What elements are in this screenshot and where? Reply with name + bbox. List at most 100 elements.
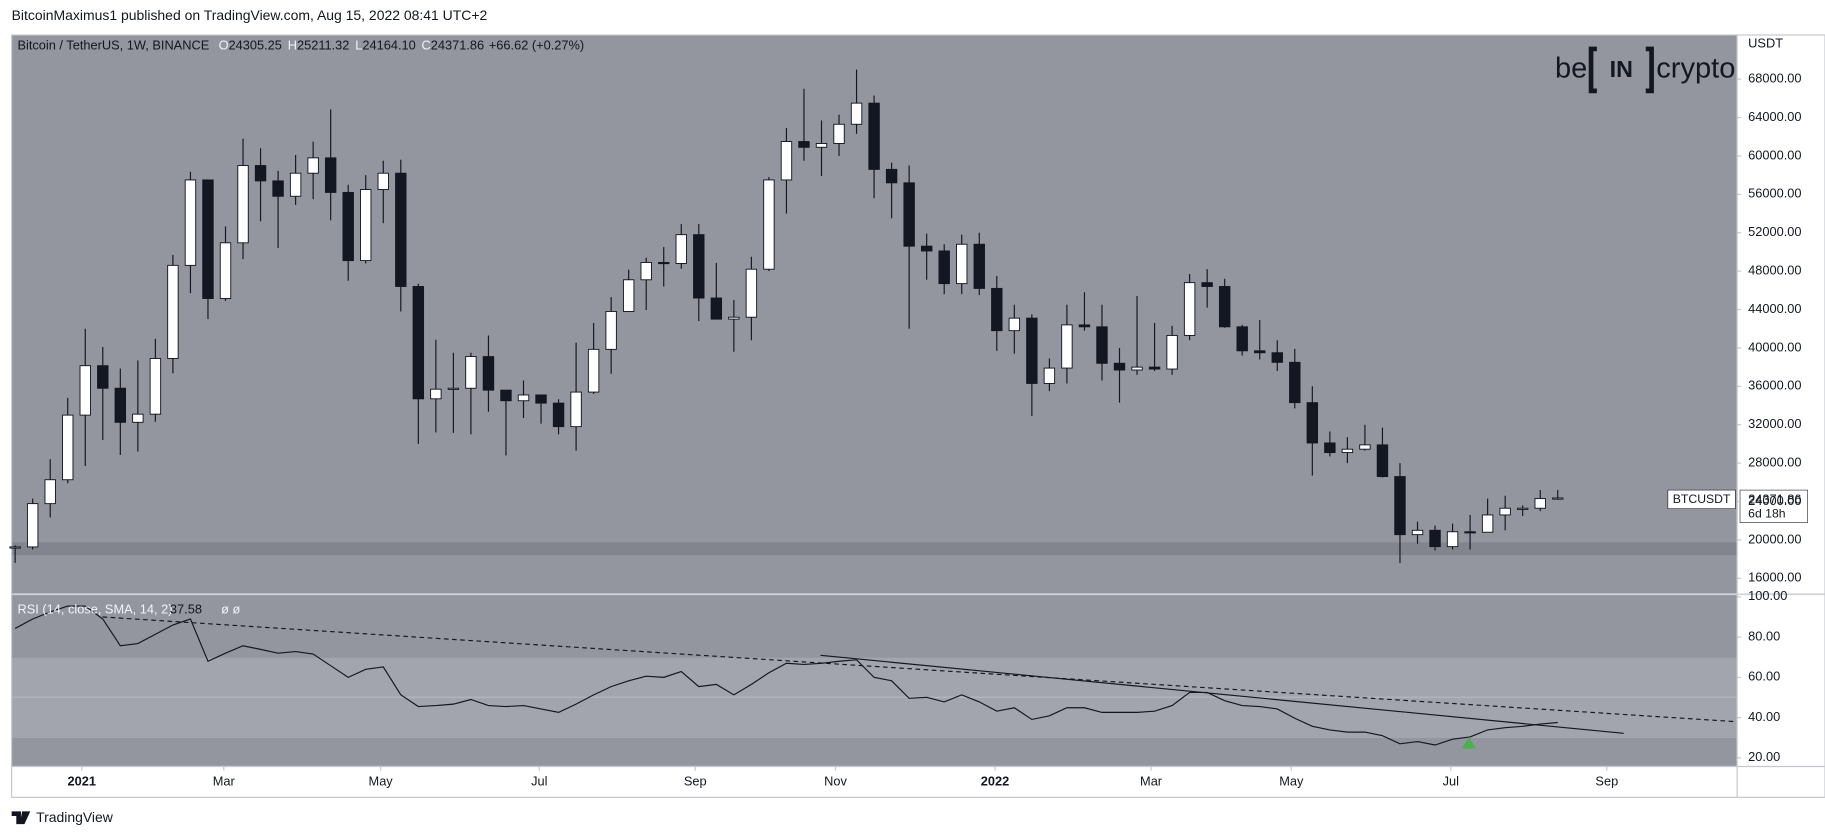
y-tick-label: 56000.00	[1748, 186, 1801, 201]
rsi-na: ø ø	[221, 601, 240, 616]
x-tick-label: Jul	[531, 774, 547, 789]
candle-body	[1148, 366, 1161, 370]
candle-body	[342, 191, 354, 262]
candle-body	[1043, 367, 1056, 384]
y-tick-label: 20000.00	[1748, 531, 1801, 546]
candle-body	[1131, 366, 1143, 371]
logo-bracket	[1588, 46, 1654, 94]
y-tick-label: 32000.00	[1748, 416, 1801, 431]
logo-left: be	[1555, 53, 1587, 85]
legend-label: H	[288, 38, 297, 53]
candle-body	[1552, 497, 1564, 500]
candle-body	[465, 356, 477, 389]
legend-change: +66.62 (+0.27%)	[489, 38, 584, 53]
candle-body	[44, 479, 56, 505]
footer-brand: TradingView	[11, 809, 114, 825]
candle-body	[1271, 352, 1283, 363]
candle-body	[885, 168, 898, 184]
tag-price-box	[1739, 489, 1808, 523]
candle-body	[1446, 531, 1459, 548]
candle-body	[324, 157, 337, 193]
legend-title: Bitcoin / TetherUS, 1W, BINANCE	[17, 38, 209, 53]
candle-body	[1061, 324, 1073, 369]
arrow-marker	[1461, 736, 1476, 749]
candle-body	[430, 388, 442, 400]
candle-body	[219, 242, 232, 299]
candle-body	[903, 182, 915, 247]
publisher: BitcoinMaximus1 published on TradingView…	[12, 7, 488, 23]
candle-body	[1464, 531, 1476, 534]
candle-body	[360, 189, 372, 262]
candle-body	[149, 358, 162, 415]
rsi-line	[14, 605, 1558, 746]
candle-body	[482, 356, 495, 391]
candle-body	[815, 142, 828, 148]
tag-symbol-box	[1667, 489, 1736, 509]
trendline-dashed	[102, 616, 1737, 723]
x-tick-label: May	[369, 774, 394, 789]
candle-body	[1324, 442, 1336, 454]
legend-value: 24371.86	[431, 38, 484, 53]
candle-body	[184, 179, 197, 266]
candle-body	[412, 286, 425, 400]
candle-body	[833, 123, 845, 144]
candle-body	[1499, 507, 1511, 516]
rsi-legend: RSI (14, close, SMA, 14, 2)	[17, 601, 172, 616]
x-tick-label: Mar	[213, 774, 236, 789]
x-tick-label: Mar	[1140, 774, 1163, 789]
tag-symbol: BTCUSDT	[1673, 492, 1731, 506]
candle-body	[289, 172, 302, 197]
candle-body	[710, 297, 723, 320]
candle-body	[254, 165, 267, 182]
y-tick-label: 28000.00	[1748, 454, 1801, 469]
x-tick-label: Nov	[824, 774, 847, 789]
candle-body	[97, 365, 109, 389]
candle-body	[447, 387, 460, 390]
candle-body	[1026, 317, 1038, 384]
candle-body	[1236, 326, 1248, 352]
candle-body	[535, 394, 547, 404]
candle-body	[1218, 286, 1231, 328]
x-tick-label: May	[1279, 774, 1304, 789]
x-tick-label: 2021	[68, 774, 96, 789]
candle-body	[62, 414, 74, 481]
x-tick-label: Sep	[1595, 774, 1618, 789]
candle-body	[991, 287, 1003, 332]
candle-body	[938, 250, 950, 285]
y2-tick-label: 40.00	[1748, 709, 1780, 724]
candle-body	[1201, 282, 1213, 287]
candle-body	[1113, 362, 1126, 371]
y2-tick-label: 60.00	[1748, 669, 1780, 684]
candle-body	[552, 402, 565, 428]
y-tick-label: 68000.00	[1748, 71, 1801, 86]
rsi-legend-value: 37.58	[170, 601, 202, 616]
legend-value: 24164.10	[362, 38, 415, 53]
candle-body	[868, 102, 880, 170]
candle-body	[1078, 324, 1091, 328]
legend-label: L	[355, 38, 362, 53]
candle-body	[956, 243, 968, 285]
x-tick-label: Jul	[1443, 774, 1459, 789]
footer-text: TradingView	[36, 809, 114, 825]
y-tick-label: 60000.00	[1748, 147, 1801, 162]
candle-body	[693, 234, 705, 299]
candle-body	[973, 243, 985, 289]
candle-body	[1166, 334, 1178, 370]
logo-box: IN	[1610, 56, 1633, 82]
candle-body	[1254, 350, 1266, 354]
candle-body	[377, 172, 389, 191]
y-tick-label: 16000.00	[1748, 570, 1801, 585]
candle-body	[605, 310, 617, 350]
candle-body	[500, 389, 512, 402]
candle-body	[9, 546, 21, 549]
candle-body	[1341, 448, 1354, 454]
price-tag: BTCUSDT 24371.86 6d 18h	[1667, 489, 1808, 523]
candle-body	[1429, 529, 1441, 548]
candle-body	[1306, 402, 1319, 444]
tag-price: 24371.86	[1748, 491, 1801, 506]
candle-body	[395, 172, 407, 287]
candle-body	[272, 180, 284, 197]
candle-body	[1096, 326, 1108, 364]
trendline	[820, 654, 1624, 734]
